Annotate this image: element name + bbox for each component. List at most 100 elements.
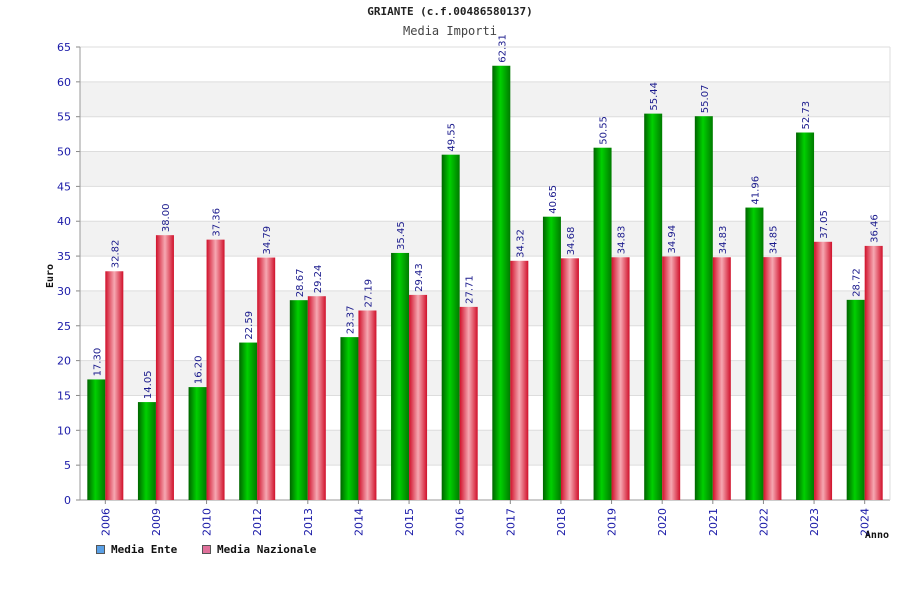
data-label-media-ente: 35.45: [396, 221, 407, 250]
x-tick-label: 2009: [150, 508, 163, 536]
x-tick-label: 2024: [859, 508, 872, 536]
data-label-media-nazionale: 34.68: [566, 227, 577, 256]
legend-item-media-ente: Media Ente: [96, 543, 177, 556]
y-tick-label: 0: [64, 494, 71, 507]
bar-media-ente: [745, 207, 764, 500]
data-label-media-nazionale: 36.46: [870, 214, 881, 243]
bar-media-nazionale: [662, 256, 681, 500]
legend-swatch-nazionale: [202, 545, 211, 554]
chart-subtitle: Media Importi: [403, 24, 497, 38]
y-tick-label: 20: [57, 355, 71, 368]
data-label-media-ente: 52.73: [801, 101, 812, 130]
data-label-media-ente: 40.65: [548, 185, 559, 214]
data-label-media-nazionale: 32.82: [110, 240, 121, 269]
bar-media-ente: [542, 216, 561, 500]
bar-media-ente: [593, 147, 612, 500]
bar-media-ente: [188, 387, 207, 500]
x-axis-label: Anno: [865, 530, 889, 541]
x-tick-label: 2018: [555, 508, 568, 536]
x-tick-label: 2015: [403, 508, 416, 536]
data-label-media-nazionale: 34.32: [515, 229, 526, 258]
x-tick-label: 2020: [656, 508, 669, 536]
x-tick-label: 2010: [201, 508, 214, 536]
bar-media-ente: [796, 132, 815, 501]
bar-media-ente: [846, 299, 865, 500]
bar-media-ente: [441, 154, 460, 500]
y-tick-label: 25: [57, 320, 71, 333]
data-label-media-nazionale: 34.83: [617, 226, 628, 255]
data-label-media-ente: 50.55: [599, 116, 610, 145]
x-tick-label: 2014: [352, 508, 365, 536]
bar-media-ente: [137, 402, 156, 500]
data-label-media-ente: 14.05: [143, 370, 154, 399]
y-tick-label: 30: [57, 285, 71, 298]
bar-media-nazionale: [257, 257, 276, 500]
data-label-media-nazionale: 34.79: [262, 226, 273, 255]
y-tick-label: 5: [64, 459, 71, 472]
data-label-media-ente: 28.67: [295, 269, 306, 298]
x-tick-label: 2017: [504, 508, 517, 536]
x-tick-label: 2022: [757, 508, 770, 536]
legend-swatch-ente: [96, 545, 105, 554]
legend-label-nazionale: Media Nazionale: [217, 543, 317, 556]
data-label-media-ente: 55.07: [700, 85, 711, 114]
bar-media-ente: [289, 300, 308, 500]
bar-media-ente: [239, 342, 258, 500]
x-tick-label: 2006: [99, 508, 112, 536]
bar-media-nazionale: [307, 296, 326, 500]
y-tick-label: 65: [57, 41, 71, 54]
data-label-media-nazionale: 37.36: [212, 208, 223, 237]
y-axis-label: Euro: [45, 264, 56, 288]
x-tick-label: 2012: [251, 508, 264, 536]
y-tick-label: 40: [57, 215, 71, 228]
y-tick-label: 15: [57, 389, 71, 402]
x-tick-label: 2021: [707, 508, 720, 536]
data-label-media-nazionale: 37.05: [819, 210, 830, 239]
bar-media-nazionale: [763, 257, 782, 500]
bar-media-ente: [87, 379, 106, 500]
x-tick-label: 2013: [302, 508, 315, 536]
data-label-media-ente: 16.20: [194, 355, 205, 384]
data-label-media-ente: 49.55: [447, 123, 458, 152]
data-label-media-nazionale: 38.00: [161, 204, 172, 233]
legend-label-ente: Media Ente: [111, 543, 178, 556]
bar-media-ente: [694, 116, 713, 500]
data-label-media-nazionale: 29.24: [313, 265, 324, 294]
bar-media-nazionale: [155, 235, 174, 500]
x-tick-label: 2016: [454, 508, 467, 536]
y-tick-label: 45: [57, 180, 71, 193]
data-label-media-nazionale: 29.43: [414, 263, 425, 292]
data-label-media-nazionale: 27.71: [465, 275, 476, 304]
bar-media-nazionale: [560, 258, 579, 500]
data-label-media-ente: 55.44: [649, 82, 660, 111]
y-tick-label: 35: [57, 250, 71, 263]
data-label-media-ente: 23.37: [345, 305, 356, 334]
data-label-media-nazionale: 27.19: [363, 279, 374, 308]
bar-media-nazionale: [409, 294, 428, 500]
x-tick-label: 2019: [606, 508, 619, 536]
bar-media-nazionale: [206, 239, 225, 501]
data-label-media-nazionale: 34.83: [718, 226, 729, 255]
bar-media-nazionale: [864, 245, 883, 500]
bar-media-ente: [391, 252, 410, 500]
data-label-media-ente: 17.30: [92, 348, 103, 377]
bar-media-ente: [492, 65, 511, 501]
bar-media-ente: [644, 113, 663, 500]
bar-media-nazionale: [611, 257, 630, 500]
bar-media-nazionale: [105, 271, 124, 500]
y-tick-label: 10: [57, 424, 71, 437]
data-label-media-ente: 41.96: [750, 176, 761, 205]
bar-media-nazionale: [358, 310, 377, 500]
grid-band: [80, 151, 890, 187]
y-tick-label: 55: [57, 111, 71, 124]
bar-media-nazionale: [510, 260, 529, 500]
grid-band: [80, 81, 890, 117]
x-tick-label: 2023: [808, 508, 821, 536]
bar-media-nazionale: [814, 241, 833, 501]
y-tick-label: 50: [57, 146, 71, 159]
data-label-media-ente: 22.59: [244, 311, 255, 340]
bar-media-ente: [340, 337, 359, 500]
data-label-media-ente: 62.31: [497, 34, 508, 63]
data-label-media-ente: 28.72: [852, 268, 863, 297]
